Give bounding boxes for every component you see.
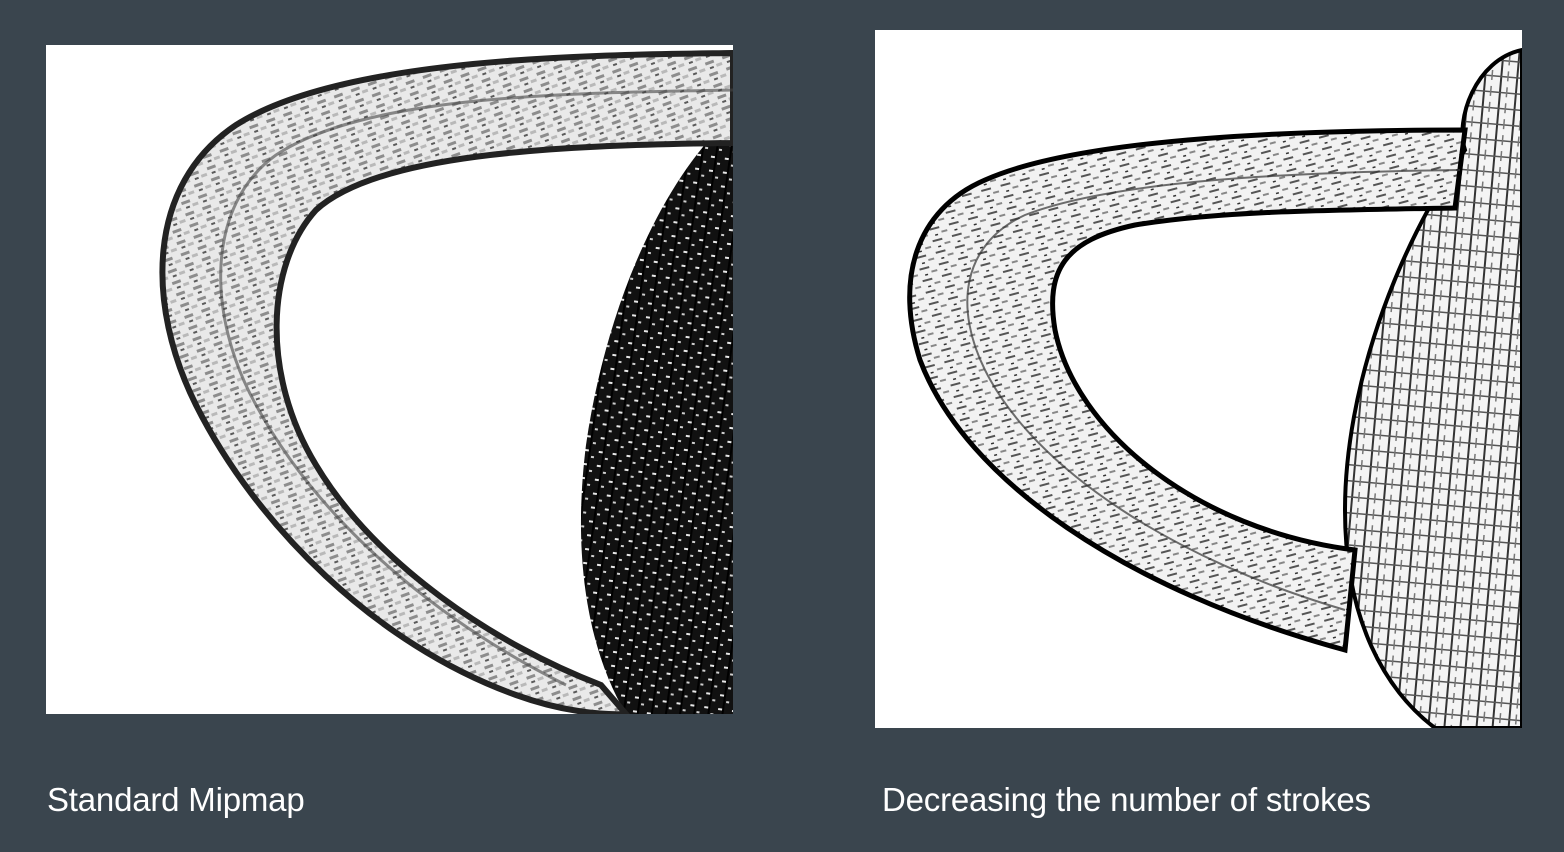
standard-mipmap-image (46, 45, 733, 714)
decreasing-strokes-image (875, 30, 1522, 728)
caption-decreasing-strokes: Decreasing the number of strokes (882, 781, 1371, 818)
caption-standard-mipmap: Standard Mipmap (47, 781, 305, 818)
standard-mipmap-render (159, 49, 733, 714)
decreasing-strokes-render (907, 47, 1522, 728)
